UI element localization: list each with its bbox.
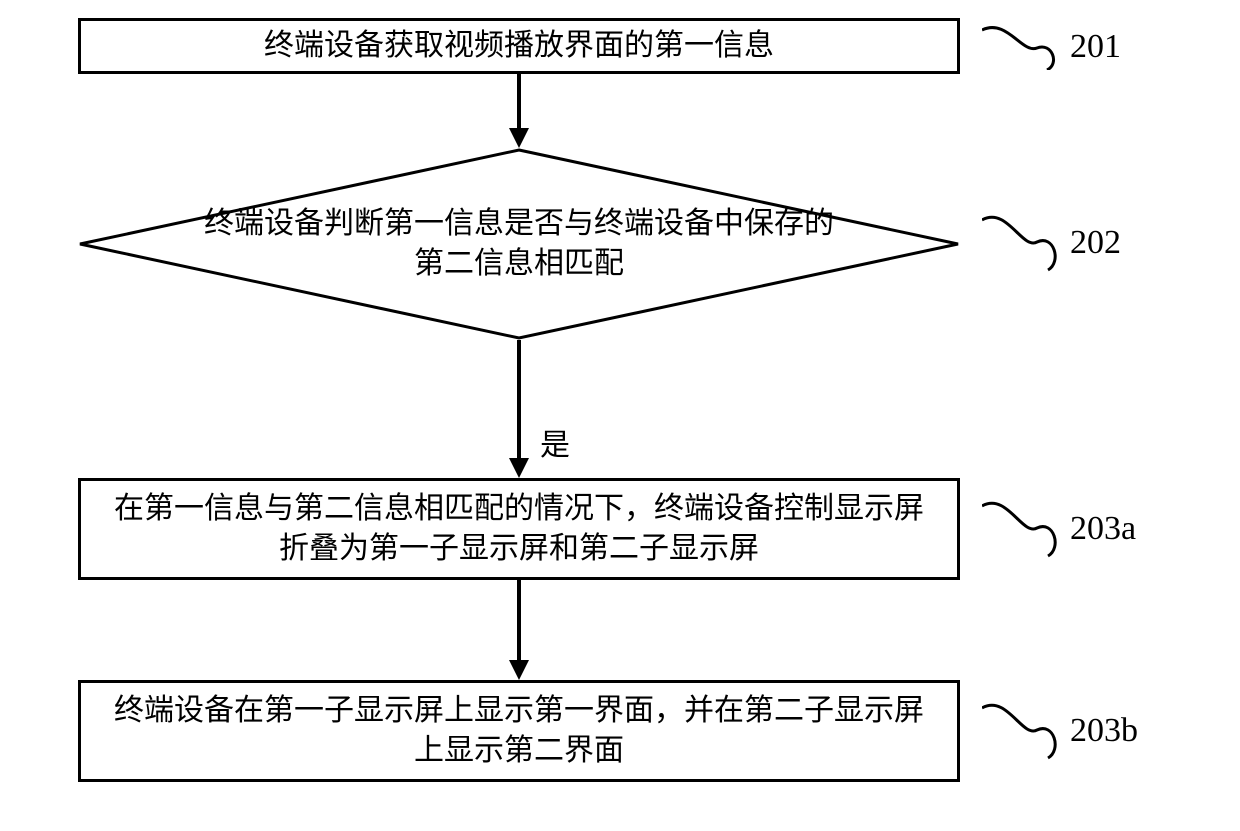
edge-201-202-head	[509, 128, 529, 148]
edge-202-203a-line	[517, 340, 521, 460]
brace-201	[982, 24, 1062, 70]
flow-node-203a-text: 在第一信息与第二信息相匹配的情况下，终端设备控制显示屏折叠为第一子显示屏和第二子…	[101, 489, 937, 570]
side-label-202: 202	[1070, 224, 1121, 262]
edge-202-203a-head	[509, 458, 529, 478]
brace-202	[982, 212, 1062, 272]
brace-203b	[982, 700, 1062, 760]
flow-node-201: 终端设备获取视频播放界面的第一信息	[78, 18, 960, 74]
flow-node-202: 终端设备判断第一信息是否与终端设备中保存的第二信息相匹配	[78, 148, 960, 340]
flow-node-203b: 终端设备在第一子显示屏上显示第一界面，并在第二子显示屏上显示第二界面	[78, 680, 960, 782]
edge-203a-203b-line	[517, 580, 521, 662]
side-label-203b: 203b	[1070, 712, 1138, 750]
brace-203a	[982, 498, 1062, 558]
flow-node-201-text: 终端设备获取视频播放界面的第一信息	[264, 26, 774, 67]
edge-201-202-line	[517, 74, 521, 130]
flow-node-203a: 在第一信息与第二信息相匹配的情况下，终端设备控制显示屏折叠为第一子显示屏和第二子…	[78, 478, 960, 580]
edge-203a-203b-head	[509, 660, 529, 680]
flow-node-203b-text: 终端设备在第一子显示屏上显示第一界面，并在第二子显示屏上显示第二界面	[101, 691, 937, 772]
flowchart-canvas: 终端设备获取视频播放界面的第一信息 终端设备判断第一信息是否与终端设备中保存的第…	[0, 0, 1240, 831]
flow-node-202-text: 终端设备判断第一信息是否与终端设备中保存的第二信息相匹配	[78, 148, 960, 340]
side-label-201: 201	[1070, 28, 1121, 66]
side-label-203a: 203a	[1070, 510, 1136, 548]
edge-202-203a-label: 是	[540, 420, 570, 464]
